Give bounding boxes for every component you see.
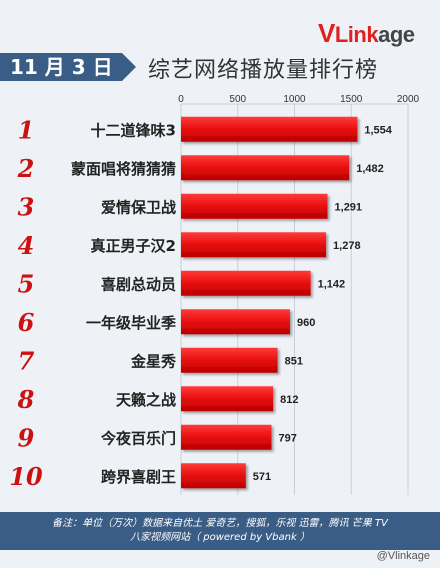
ranking-bar-chart: 0 500 1000 1500 2000 1 十二道锋味3 1,554 2 蒙面唱将猜猜猜 1,4…	[9, 94, 420, 495]
bar	[181, 193, 328, 219]
logo-v: V	[318, 18, 335, 48]
rank-number: 9	[18, 423, 35, 452]
value-label: 1,482	[356, 163, 384, 175]
date-badge: 11 月 3 日	[0, 53, 122, 81]
bar	[181, 463, 246, 489]
category-label: 跨界喜剧王	[101, 468, 176, 486]
x-tick-label: 2000	[397, 94, 420, 105]
value-label: 1,142	[318, 278, 346, 290]
footer-line-1: 备注：单位（万次）数据来自优土 爱奇艺，搜狐，乐视 迅雷，腾讯 芒果 TV	[52, 518, 388, 529]
rank-number: 5	[18, 269, 35, 298]
bar	[181, 232, 327, 258]
footer-note: 备注：单位（万次）数据来自优土 爱奇艺，搜狐，乐视 迅雷，腾讯 芒果 TV 八家…	[0, 512, 440, 550]
rank-number: 2	[17, 154, 35, 183]
value-label: 1,278	[333, 240, 361, 252]
rank-number: 10	[9, 462, 43, 491]
chart-title: 综艺网络播放量排行榜	[148, 58, 379, 83]
category-label: 喜剧总动员	[101, 275, 176, 293]
logo-end: age	[378, 22, 415, 47]
bar	[181, 270, 311, 296]
date-badge-arrow	[122, 53, 136, 81]
bar	[181, 347, 278, 373]
rank-number: 1	[18, 115, 35, 144]
category-label: 金星秀	[130, 352, 177, 370]
rank-number: 7	[18, 346, 35, 375]
x-tick-label: 1000	[283, 94, 306, 105]
bar	[181, 309, 290, 335]
value-label: 797	[278, 432, 296, 444]
bar	[181, 155, 350, 181]
category-label: 蒙面唱将猜猜猜	[71, 160, 176, 178]
x-tick-label: 1500	[340, 94, 363, 105]
x-tick-label: 500	[229, 94, 246, 105]
category-label: 今夜百乐门	[100, 429, 176, 447]
rank-number: 8	[17, 385, 35, 414]
rank-number: 3	[18, 192, 35, 221]
x-axis-ticks: 0 500 1000 1500 2000	[178, 94, 419, 105]
value-label: 851	[285, 355, 303, 367]
footer-line-2: 八家视频网站（ powered by Vbank ）	[130, 532, 310, 543]
vlinkage-logo: VLinkage	[318, 18, 415, 49]
category-label: 天籁之战	[116, 391, 176, 409]
value-label: 960	[297, 317, 315, 329]
rank-number: 4	[18, 231, 35, 260]
category-label: 爱情保卫战	[101, 198, 176, 216]
bar-rows: 1 十二道锋味3 1,554 2 蒙面唱将猜猜猜 1,482 3 爱情保卫战 1,291 4 真正男…	[9, 115, 392, 491]
value-label: 1,291	[335, 201, 363, 213]
value-label: 812	[280, 394, 298, 406]
bar	[181, 424, 272, 450]
category-label: 一年级毕业季	[86, 314, 176, 332]
value-label: 571	[253, 471, 271, 483]
x-tick-label: 0	[178, 94, 184, 105]
category-label: 十二道锋味3	[91, 121, 176, 139]
value-label: 1,554	[364, 124, 392, 136]
rank-number: 6	[18, 308, 35, 337]
bar	[181, 116, 358, 142]
watermark: @Vlinkage	[376, 550, 430, 562]
category-label: 真正男子汉2	[91, 237, 176, 255]
bar	[181, 386, 274, 412]
logo-mid: Link	[334, 22, 379, 47]
